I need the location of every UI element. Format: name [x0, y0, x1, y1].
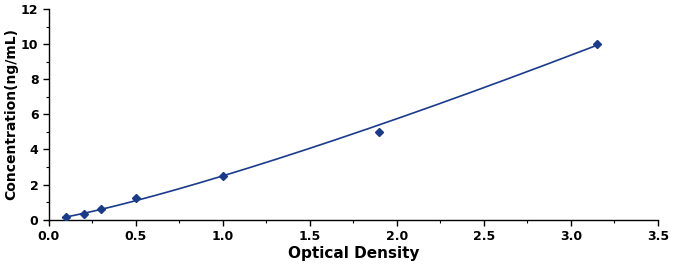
Y-axis label: Concentration(ng/mL): Concentration(ng/mL)	[4, 28, 18, 200]
X-axis label: Optical Density: Optical Density	[287, 246, 419, 261]
